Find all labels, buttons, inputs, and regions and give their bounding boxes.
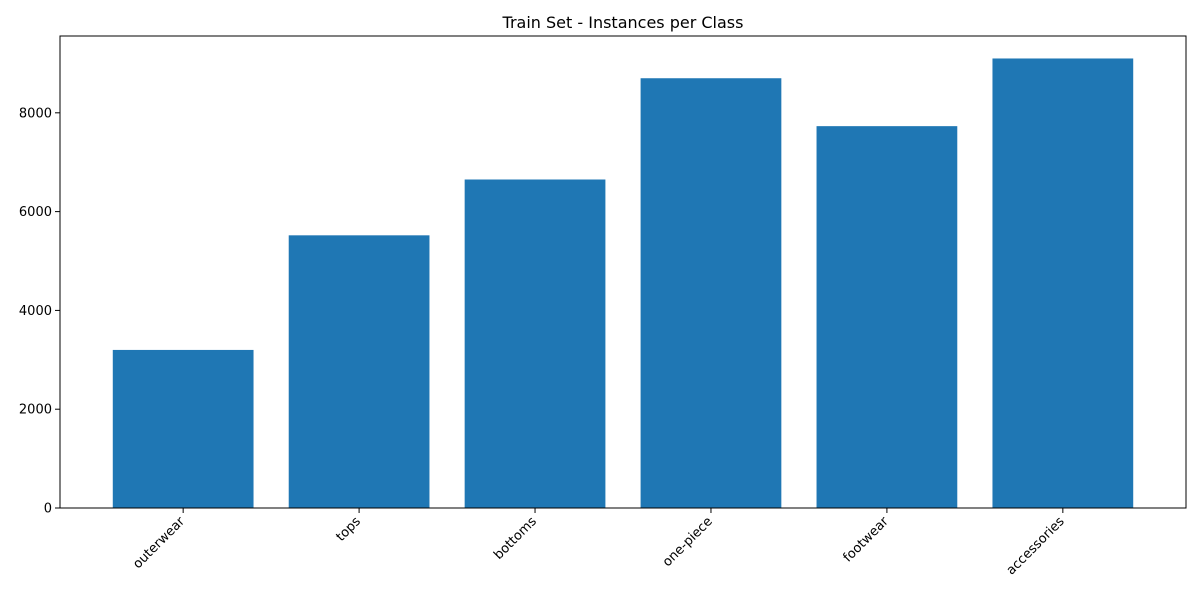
y-tick-label: 4000	[19, 304, 52, 319]
plot-frame	[59, 35, 1187, 509]
bars-group	[112, 58, 1134, 509]
bar-tops	[288, 235, 430, 508]
x-tick-label-bottoms: bottoms	[491, 514, 540, 563]
chart-title: Train Set - Instances per Class	[502, 13, 744, 32]
x-tick-label-accessories: accessories	[1004, 514, 1068, 578]
y-tick-label: 0	[44, 502, 52, 517]
bar-bottoms	[464, 179, 606, 508]
y-axis: 0 2000 4000 6000 8000	[19, 106, 60, 517]
bar-one-piece	[640, 78, 782, 509]
x-tick-label-tops: tops	[333, 514, 364, 545]
x-tick-label-one-piece: one-piece	[660, 514, 716, 570]
x-axis: outerwear tops bottoms one-piece footwear acc…	[130, 508, 1068, 578]
bar-accessories	[992, 58, 1134, 508]
y-tick-label: 2000	[19, 403, 52, 418]
x-tick-label-footwear: footwear	[840, 514, 892, 566]
bar-footwear	[816, 126, 958, 508]
y-tick-label: 6000	[19, 205, 52, 220]
y-tick-label: 8000	[19, 106, 52, 121]
x-tick-label-outerwear: outerwear	[130, 514, 188, 572]
bar-outerwear	[112, 349, 254, 508]
